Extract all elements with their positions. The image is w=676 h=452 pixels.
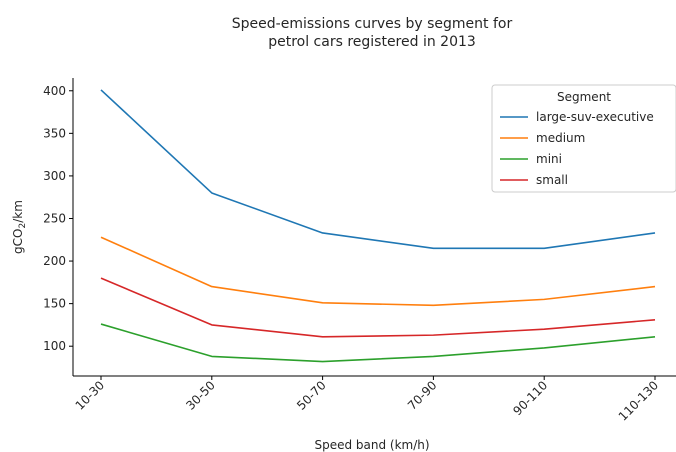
legend: Segment large-suv-executive medium mini smal… bbox=[491, 84, 676, 193]
legend-label: medium bbox=[536, 131, 585, 145]
y-tick-label: 100 bbox=[43, 339, 66, 353]
series-group bbox=[100, 89, 656, 363]
series-line-large-suv-executive bbox=[100, 89, 656, 250]
y-tick-label: 150 bbox=[43, 297, 66, 311]
y-axis: 100 150 200 250 300 350 400 gCO2/km bbox=[11, 84, 73, 353]
legend-title: Segment bbox=[557, 90, 611, 104]
series-line-small bbox=[100, 277, 656, 338]
x-tick-label: 110-130 bbox=[616, 378, 661, 423]
chart-title-line: petrol cars registered in 2013 bbox=[268, 34, 476, 50]
y-tick-label: 200 bbox=[43, 254, 66, 268]
x-tick-label: 10-30 bbox=[73, 378, 108, 413]
chart-title: Speed-emissions curves by segment for pet… bbox=[232, 16, 513, 50]
y-tick-label: 350 bbox=[43, 126, 66, 140]
legend-box bbox=[491, 84, 676, 193]
x-tick-label: 90-110 bbox=[510, 378, 550, 418]
legend-label: mini bbox=[536, 152, 562, 166]
legend-label: small bbox=[536, 173, 568, 187]
series-line-mini bbox=[100, 323, 656, 363]
x-axis: 10-30 30-50 50-70 70-90 90-110 110-130 Speed b… bbox=[73, 376, 661, 452]
y-tick-label: 250 bbox=[43, 211, 66, 225]
x-tick-label: 50-70 bbox=[294, 378, 329, 413]
x-tick-label: 30-50 bbox=[183, 378, 218, 413]
x-axis-title: Speed band (km/h) bbox=[314, 438, 429, 452]
x-tick-label: 70-90 bbox=[405, 378, 440, 413]
legend-label: large-suv-executive bbox=[536, 110, 654, 124]
y-axis-title: gCO2/km bbox=[11, 200, 28, 254]
y-tick-label: 400 bbox=[43, 84, 66, 98]
series-line-medium bbox=[100, 236, 656, 307]
y-tick-label: 300 bbox=[43, 169, 66, 183]
plot-area bbox=[72, 78, 676, 377]
chart-title-line: Speed-emissions curves by segment for bbox=[232, 16, 513, 32]
